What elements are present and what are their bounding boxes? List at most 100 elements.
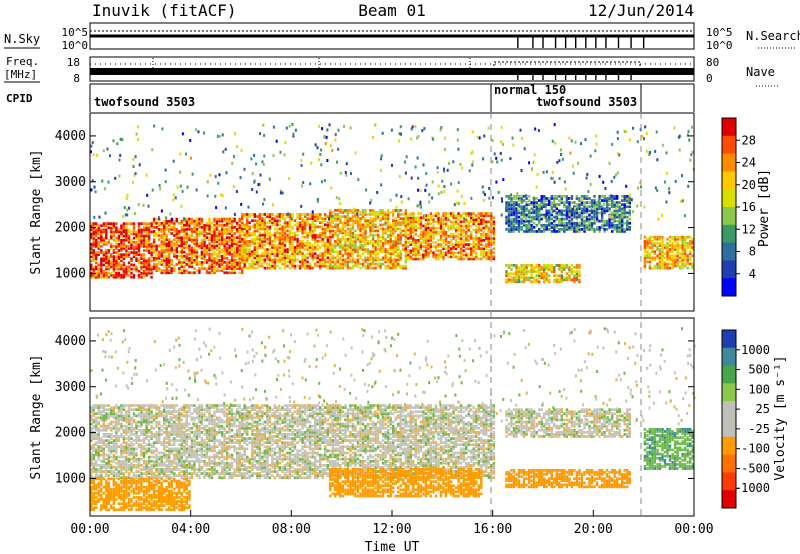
heatmap-cell <box>336 217 339 220</box>
heatmap-cell <box>480 239 483 242</box>
heatmap-cell <box>100 464 103 467</box>
heatmap-cell <box>329 237 332 241</box>
heatmap-cell <box>656 266 659 270</box>
heatmap-cell <box>198 267 201 270</box>
heatmap-cell <box>545 268 548 271</box>
heatmap-cell <box>326 246 329 249</box>
heatmap-cell <box>492 224 496 228</box>
heatmap-cell <box>326 256 329 260</box>
nsearch-label: N.Search <box>746 29 800 43</box>
heatmap-cell <box>671 250 674 253</box>
heatmap-cell <box>414 247 417 250</box>
heatmap-cell <box>369 233 372 237</box>
heatmap-cell <box>424 255 428 259</box>
heatmap-cell <box>443 190 446 193</box>
heatmap-cell <box>142 261 146 265</box>
heatmap-cell <box>215 228 219 231</box>
heatmap-cell <box>570 211 574 215</box>
heatmap-cell <box>261 244 264 247</box>
heatmap-cell <box>475 228 478 232</box>
heatmap-cell <box>351 244 355 247</box>
heatmap-cell <box>92 404 95 407</box>
heatmap-cell <box>213 242 216 246</box>
heatmap-cell <box>107 447 110 451</box>
heatmap-cell <box>515 197 518 200</box>
heatmap-cell <box>395 206 398 210</box>
heatmap-cell <box>586 172 589 176</box>
heatmap-cell <box>404 251 407 255</box>
heatmap-cell <box>344 248 347 251</box>
heatmap-cell <box>92 251 95 254</box>
heatmap-cell <box>296 264 299 268</box>
heatmap-cell <box>371 242 375 245</box>
heatmap-cell <box>590 201 594 204</box>
heatmap-cell <box>105 433 108 436</box>
heatmap-cell <box>428 200 431 204</box>
heatmap-cell <box>452 222 455 226</box>
heatmap-cell <box>223 217 226 221</box>
heatmap-cell <box>268 252 272 255</box>
heatmap-cell <box>225 248 229 252</box>
heatmap-cell <box>107 445 110 449</box>
heatmap-cell <box>394 266 397 270</box>
heatmap-cell <box>102 242 105 246</box>
heatmap-cell <box>683 264 687 268</box>
heatmap-cell <box>324 233 327 237</box>
heatmap-cell <box>263 248 266 251</box>
heatmap-cell <box>626 219 629 223</box>
heatmap-cell <box>112 273 116 277</box>
heatmap-cell <box>97 245 100 248</box>
heatmap-cell <box>168 263 171 266</box>
heatmap-cell <box>364 227 367 231</box>
heatmap-cell <box>517 270 521 273</box>
heatmap-cell <box>510 219 513 223</box>
heatmap-cell <box>522 280 526 284</box>
heatmap-cell <box>90 247 93 250</box>
heatmap-cell <box>188 217 191 221</box>
heatmap-cell <box>605 219 609 223</box>
nave-normal-box <box>493 61 641 73</box>
heatmap-cell <box>457 218 460 222</box>
heatmap-cell <box>480 232 483 236</box>
heatmap-cell <box>213 250 216 254</box>
heatmap-cell <box>319 258 322 262</box>
heatmap-cell <box>480 249 483 253</box>
heatmap-cell <box>570 217 574 221</box>
heatmap-cell <box>648 260 652 264</box>
heatmap-cell <box>525 219 528 223</box>
heatmap-cell <box>152 238 156 242</box>
heatmap-cell <box>125 196 128 200</box>
heatmap-cell <box>683 252 687 255</box>
heatmap-cell <box>543 272 546 275</box>
heatmap-cell <box>233 212 236 216</box>
heatmap-cell <box>387 260 390 264</box>
power-heatmap <box>90 123 695 284</box>
heatmap-cell <box>409 257 412 261</box>
heatmap-cell <box>173 221 176 225</box>
heatmap-cell <box>407 218 410 222</box>
heatmap-cell <box>296 258 299 262</box>
heatmap-cell <box>107 435 110 438</box>
heatmap-cell <box>589 182 592 186</box>
heatmap-cell <box>616 223 619 227</box>
heatmap-cell <box>369 264 372 268</box>
heatmap-cell <box>225 238 229 242</box>
heatmap-cell <box>308 233 312 237</box>
heatmap-cell <box>95 261 98 265</box>
heatmap-cell <box>593 209 596 213</box>
heatmap-cell <box>589 154 592 158</box>
heatmap-cell <box>193 246 196 250</box>
heatmap-cell <box>337 147 340 151</box>
heatmap-cell <box>225 221 229 225</box>
heatmap-cell <box>346 248 350 251</box>
heatmap-cell <box>311 244 314 247</box>
heatmap-cell <box>283 231 287 235</box>
heatmap-cell <box>296 213 299 216</box>
heatmap-cell <box>97 433 100 436</box>
heatmap-cell <box>427 245 430 248</box>
heatmap-cell <box>371 250 375 253</box>
heatmap-cell <box>293 237 297 241</box>
heatmap-cell <box>691 262 694 266</box>
heatmap-cell <box>200 217 204 221</box>
heatmap-cell <box>510 223 513 227</box>
